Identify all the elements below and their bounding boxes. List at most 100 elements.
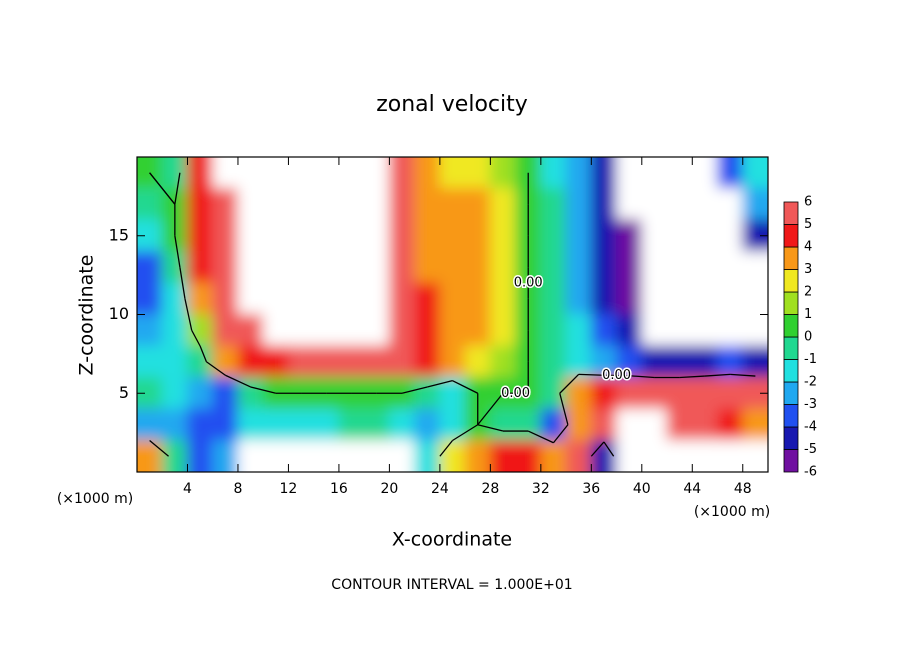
cell [363, 188, 390, 221]
cell [287, 188, 315, 221]
cell [616, 377, 643, 410]
cell [717, 251, 744, 284]
contour-line [184, 298, 193, 331]
cell [515, 408, 542, 441]
cell [641, 251, 668, 284]
cell [439, 408, 466, 441]
cell [565, 314, 592, 347]
cell [464, 314, 491, 347]
cell [641, 188, 668, 221]
cell [540, 251, 567, 284]
colorbar-label: -1 [804, 352, 817, 367]
cell [590, 377, 618, 410]
colorbar-box [783, 359, 799, 383]
cell [717, 377, 744, 410]
cell [363, 219, 390, 252]
cell [691, 345, 719, 378]
cell [161, 282, 188, 315]
contour-line [174, 172, 181, 205]
cell [464, 157, 491, 189]
cell [237, 314, 264, 347]
x-tick-label: 40 [633, 481, 651, 497]
contour-label: 0.00 [514, 276, 543, 291]
cell [691, 282, 719, 315]
contour-line [477, 424, 504, 432]
cell [186, 440, 214, 472]
cell [641, 345, 668, 378]
cell [287, 314, 315, 347]
x-unit: (×1000 m) [694, 504, 770, 520]
contour-label: 0.00 [602, 368, 631, 383]
cell [489, 188, 517, 221]
cell [186, 251, 214, 284]
cell [489, 440, 517, 472]
cell [186, 219, 214, 252]
cell [540, 188, 567, 221]
cell [489, 282, 517, 315]
cell [540, 440, 567, 472]
cell [616, 345, 643, 378]
cell [666, 157, 693, 189]
cell [363, 314, 390, 347]
cell [565, 377, 592, 410]
cell [237, 377, 264, 410]
cell [363, 282, 390, 315]
cell [287, 157, 315, 189]
cell [439, 345, 466, 378]
colorbar-label: 3 [804, 262, 812, 277]
x-unit: (×1000 m) [57, 491, 133, 507]
cell [363, 440, 390, 472]
cell [717, 157, 744, 189]
cell [641, 157, 668, 189]
cell [717, 188, 744, 221]
cell [237, 157, 264, 189]
cell [262, 345, 289, 378]
cell [565, 188, 592, 221]
x-tick-label: 28 [481, 481, 499, 497]
cell [590, 251, 618, 284]
cell [237, 219, 264, 252]
cell [464, 440, 491, 472]
cell [338, 188, 365, 221]
x-tick-label: 36 [582, 481, 600, 497]
contour-line [439, 440, 454, 457]
cell [137, 314, 163, 347]
cell [717, 345, 744, 378]
cell [439, 157, 466, 189]
cell [691, 188, 719, 221]
cell [161, 251, 188, 284]
colorbar-label: 1 [804, 307, 812, 322]
cell [489, 314, 517, 347]
cell [489, 345, 517, 378]
cell [439, 440, 466, 472]
cell [616, 440, 643, 472]
colorbar-label: 6 [804, 195, 812, 210]
cell [489, 251, 517, 284]
cell [489, 157, 517, 189]
cell [439, 188, 466, 221]
cell [691, 251, 719, 284]
cell [137, 188, 163, 221]
cell [742, 440, 768, 472]
x-tick-label: 48 [734, 481, 752, 497]
cell [666, 314, 693, 347]
cell [565, 440, 592, 472]
cell [691, 157, 719, 189]
x-tick-label: 16 [330, 481, 348, 497]
cell [237, 345, 264, 378]
cell [161, 408, 188, 441]
contour-line [679, 375, 705, 379]
cell [237, 440, 264, 472]
x-tick-label: 20 [380, 481, 398, 497]
cell [489, 408, 517, 441]
cell [338, 314, 365, 347]
cell [414, 219, 441, 252]
cell [161, 377, 188, 410]
cell [237, 282, 264, 315]
contour-line [603, 441, 615, 457]
contours [149, 172, 756, 457]
cell [540, 157, 567, 189]
cell [186, 345, 214, 378]
cell [742, 408, 768, 441]
colorbar-label: 4 [804, 240, 812, 255]
